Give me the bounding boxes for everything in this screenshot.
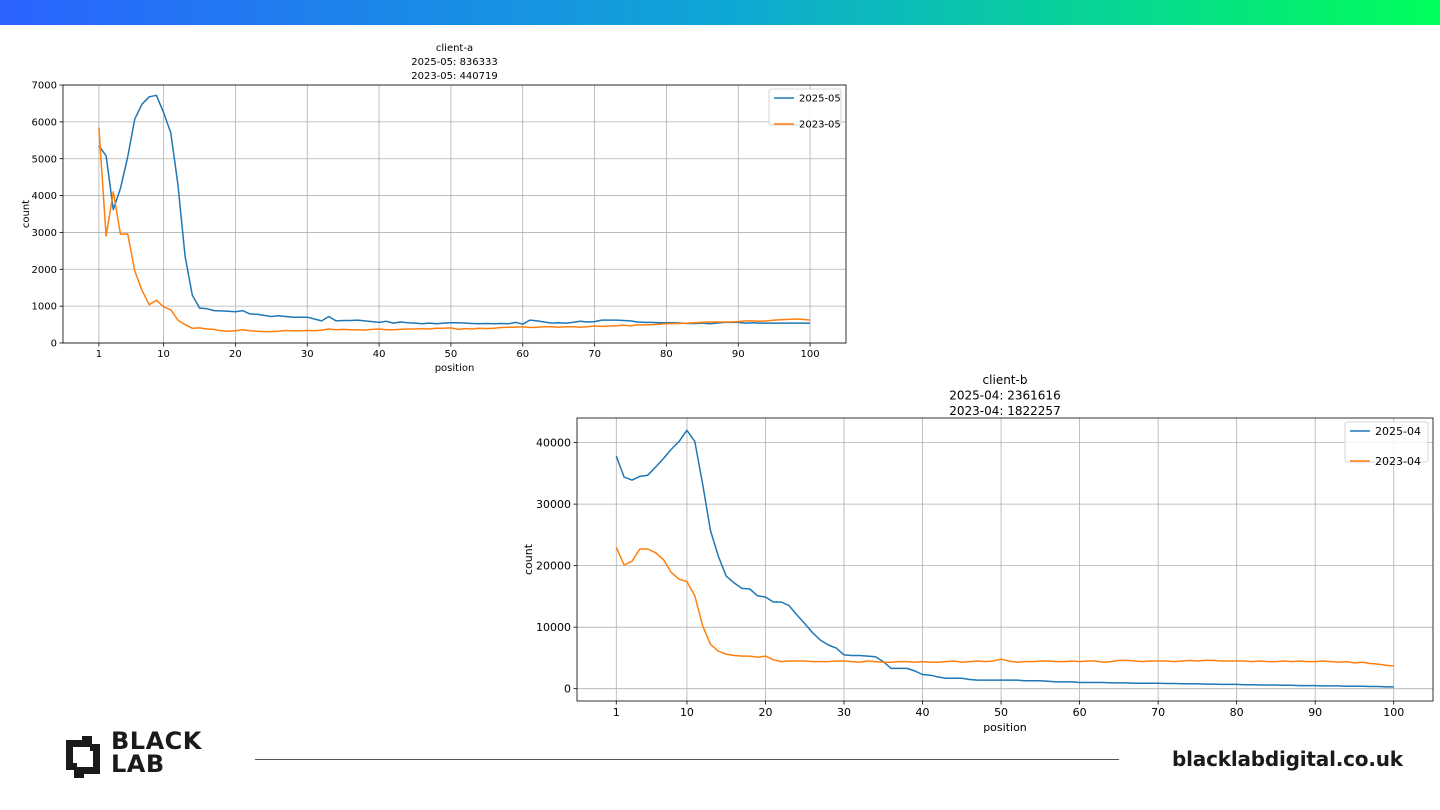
plot-frame	[576, 417, 1434, 702]
x-tick-label: 20	[229, 349, 242, 360]
y-tick-label: 30000	[536, 498, 571, 511]
y-tick-label: 4000	[32, 191, 57, 202]
x-axis-label: position	[983, 721, 1027, 734]
logo-line-1: BLACK	[111, 727, 202, 755]
x-tick-label: 90	[732, 349, 745, 360]
top-gradient-bar	[0, 0, 1440, 25]
y-tick-label: 0	[564, 683, 571, 696]
website-url[interactable]: blacklabdigital.co.uk	[1172, 747, 1403, 771]
series-line-2025-04	[615, 429, 1394, 688]
y-tick-label: 7000	[32, 81, 57, 92]
x-tick-label: 50	[445, 349, 458, 360]
chart-subtitle-line: 2025-04: 2361616	[949, 389, 1060, 403]
chart-subtitle-line: 2025-05: 836333	[411, 57, 498, 68]
x-tick-label: 100	[801, 349, 820, 360]
chart-1: client-a 2025-05: 836333 2023-05: 440719 1 1…	[21, 43, 847, 374]
y-tick-label: 40000	[536, 437, 571, 450]
y-axis-label: count	[522, 543, 535, 575]
logo-line-2: LAB	[111, 750, 165, 778]
x-tick-label: 40	[373, 349, 386, 360]
x-tick-label: 60	[516, 349, 529, 360]
x-tick-label: 70	[1151, 706, 1165, 719]
y-tick-label: 0	[51, 339, 57, 350]
legend-box	[1344, 421, 1429, 463]
x-tick-label: 30	[301, 349, 314, 360]
y-tick-label: 20000	[536, 560, 571, 573]
footer-divider	[255, 759, 1119, 760]
series-line-2025-05	[98, 94, 811, 325]
chart-subtitle-line: 2023-04: 1822257	[949, 404, 1060, 418]
logo-wordmark: BLACK LAB	[111, 727, 202, 778]
x-tick-label: 90	[1308, 706, 1322, 719]
y-tick-label: 6000	[32, 117, 57, 128]
legend: 2025-04 2023-04	[1344, 421, 1429, 468]
black-lab-logo: BLACK LAB	[62, 727, 212, 784]
logo-mark-icon	[66, 736, 100, 778]
x-axis-label: position	[435, 363, 475, 374]
x-tick-label: 80	[1230, 706, 1244, 719]
y-tick-label: 1000	[32, 302, 57, 313]
x-tick-label: 1	[613, 706, 620, 719]
x-tick-label: 30	[837, 706, 851, 719]
y-tick-label: 5000	[32, 154, 57, 165]
x-tick-label: 20	[758, 706, 772, 719]
y-tick-label: 10000	[536, 621, 571, 634]
legend-label: 2023-05	[799, 120, 841, 131]
x-tick-label: 1	[96, 349, 102, 360]
y-tick-label: 2000	[32, 265, 57, 276]
chart-title: client-b	[983, 373, 1028, 387]
chart-subtitle-line: 2023-05: 440719	[411, 71, 498, 82]
legend-label: 2025-05	[799, 94, 841, 105]
x-tick-label: 100	[1383, 706, 1404, 719]
chart-title: client-a	[436, 43, 473, 54]
x-tick-label: 10	[680, 706, 694, 719]
legend: 2025-05 2023-05	[768, 88, 842, 131]
y-axis-label: count	[21, 200, 32, 228]
x-tick-label: 50	[994, 706, 1008, 719]
series-line-2023-05	[98, 127, 811, 333]
x-tick-label: 80	[660, 349, 673, 360]
y-tick-label: 3000	[32, 228, 57, 239]
legend-label: 2025-04	[1375, 425, 1421, 438]
legend-label: 2023-04	[1375, 455, 1421, 468]
x-tick-label: 60	[1073, 706, 1087, 719]
x-tick-label: 40	[916, 706, 930, 719]
series-line-2023-04	[615, 546, 1394, 667]
x-tick-label: 10	[157, 349, 170, 360]
plot-frame	[62, 84, 847, 344]
x-tick-label: 70	[588, 349, 601, 360]
